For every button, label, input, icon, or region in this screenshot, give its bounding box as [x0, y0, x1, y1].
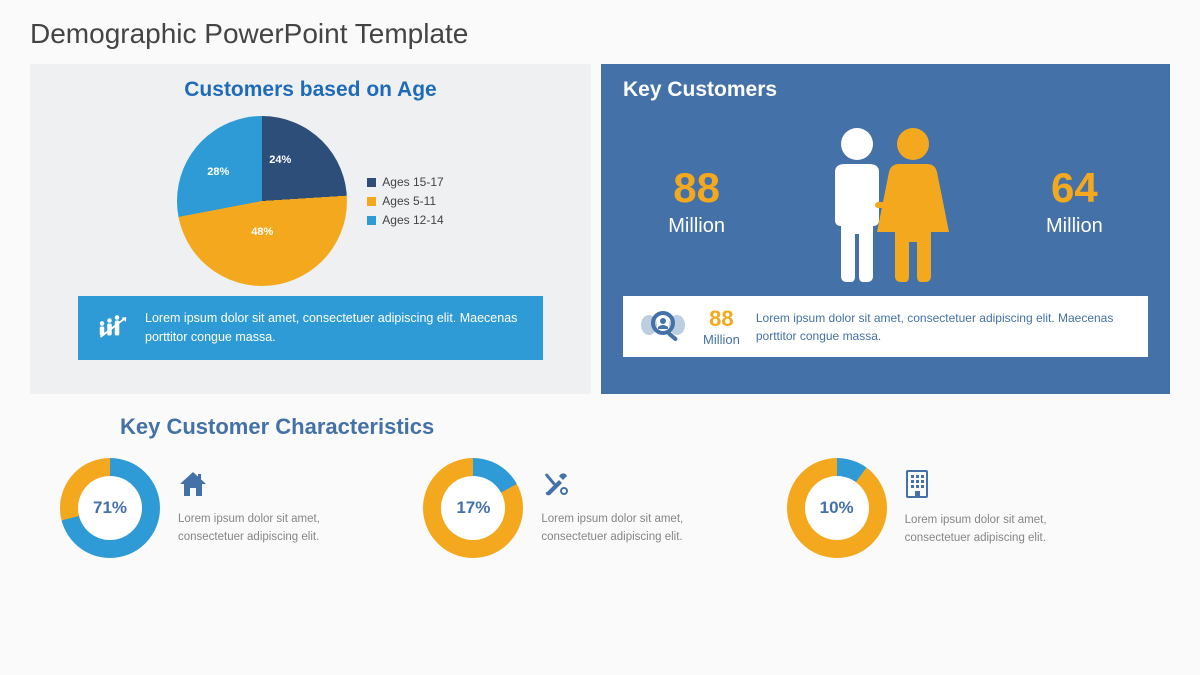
- search-people-icon: [639, 307, 687, 347]
- legend-label-0: Ages 15-17: [382, 175, 443, 189]
- donut-chart-1: 17%: [423, 458, 523, 558]
- donut-label-0: 71%: [60, 458, 160, 558]
- key-customers-title: Key Customers: [623, 78, 1148, 102]
- legend-item-0: Ages 15-17: [367, 175, 443, 189]
- pie-chart-wrap: 24% 48% 28% Ages 15-17 Ages 5-11 Ages 12…: [48, 106, 573, 296]
- char-item-1: 17% Lorem ipsum dolor sit amet, consecte…: [423, 458, 776, 558]
- key-customers-row: 88 Million 64 Million: [623, 112, 1148, 292]
- top-row: Customers based on Age 24% 48% 28% Ages …: [0, 64, 1200, 394]
- pie-slice-label-1: 48%: [251, 226, 273, 238]
- building-icon: [905, 469, 929, 499]
- characteristics-section: Key Customer Characteristics 71% Lorem i…: [0, 394, 1200, 558]
- legend-label-2: Ages 12-14: [382, 213, 443, 227]
- char-item-0: 71% Lorem ipsum dolor sit amet, consecte…: [60, 458, 413, 558]
- characteristics-row: 71% Lorem ipsum dolor sit amet, consecte…: [60, 458, 1140, 558]
- donut-chart-2: 10%: [787, 458, 887, 558]
- footer-stat-unit: Million: [703, 332, 740, 347]
- donut-chart-0: 71%: [60, 458, 160, 558]
- footer-text: Lorem ipsum dolor sit amet, consectetuer…: [756, 309, 1132, 345]
- age-caption-bar: Lorem ipsum dolor sit amet, consectetuer…: [78, 296, 543, 360]
- stat-right-unit: Million: [1046, 215, 1103, 238]
- age-caption-text: Lorem ipsum dolor sit amet, consectetuer…: [145, 309, 525, 348]
- page-title: Demographic PowerPoint Template: [0, 0, 1200, 64]
- stat-right: 64 Million: [1046, 167, 1103, 238]
- legend-item-2: Ages 12-14: [367, 213, 443, 227]
- pie-slice-label-0: 24%: [269, 154, 291, 166]
- char-item-2: 10% Lorem ipsum dolor sit amet, consecte…: [787, 458, 1140, 558]
- char-text-2: Lorem ipsum dolor sit amet, consectetuer…: [905, 512, 1070, 547]
- stat-right-value: 64: [1046, 167, 1103, 209]
- age-chart-title: Customers based on Age: [48, 78, 573, 102]
- stat-left: 88 Million: [668, 167, 725, 238]
- char-text-0: Lorem ipsum dolor sit amet, consectetuer…: [178, 511, 343, 546]
- house-icon: [178, 470, 208, 498]
- pie-legend: Ages 15-17 Ages 5-11 Ages 12-14: [367, 170, 443, 232]
- legend-label-1: Ages 5-11: [382, 194, 436, 208]
- donut-label-1: 17%: [423, 458, 523, 558]
- pie-slice-label-2: 28%: [207, 166, 229, 178]
- key-customers-panel: Key Customers 88 Million: [601, 64, 1170, 394]
- people-couple-icon: [815, 122, 955, 282]
- characteristics-title: Key Customer Characteristics: [120, 414, 1140, 440]
- char-text-1: Lorem ipsum dolor sit amet, consectetuer…: [541, 511, 706, 546]
- footer-stat: 88 Million: [703, 306, 740, 347]
- key-customers-footer: 88 Million Lorem ipsum dolor sit amet, c…: [623, 296, 1148, 357]
- stat-left-value: 88: [668, 167, 725, 209]
- donut-label-2: 10%: [787, 458, 887, 558]
- legend-item-1: Ages 5-11: [367, 194, 443, 208]
- footer-stat-value: 88: [703, 306, 740, 332]
- age-panel: Customers based on Age 24% 48% 28% Ages …: [30, 64, 591, 394]
- pie-chart: 24% 48% 28%: [177, 116, 347, 286]
- stat-left-unit: Million: [668, 215, 725, 238]
- growth-people-icon: [96, 308, 129, 348]
- tools-icon: [541, 470, 571, 498]
